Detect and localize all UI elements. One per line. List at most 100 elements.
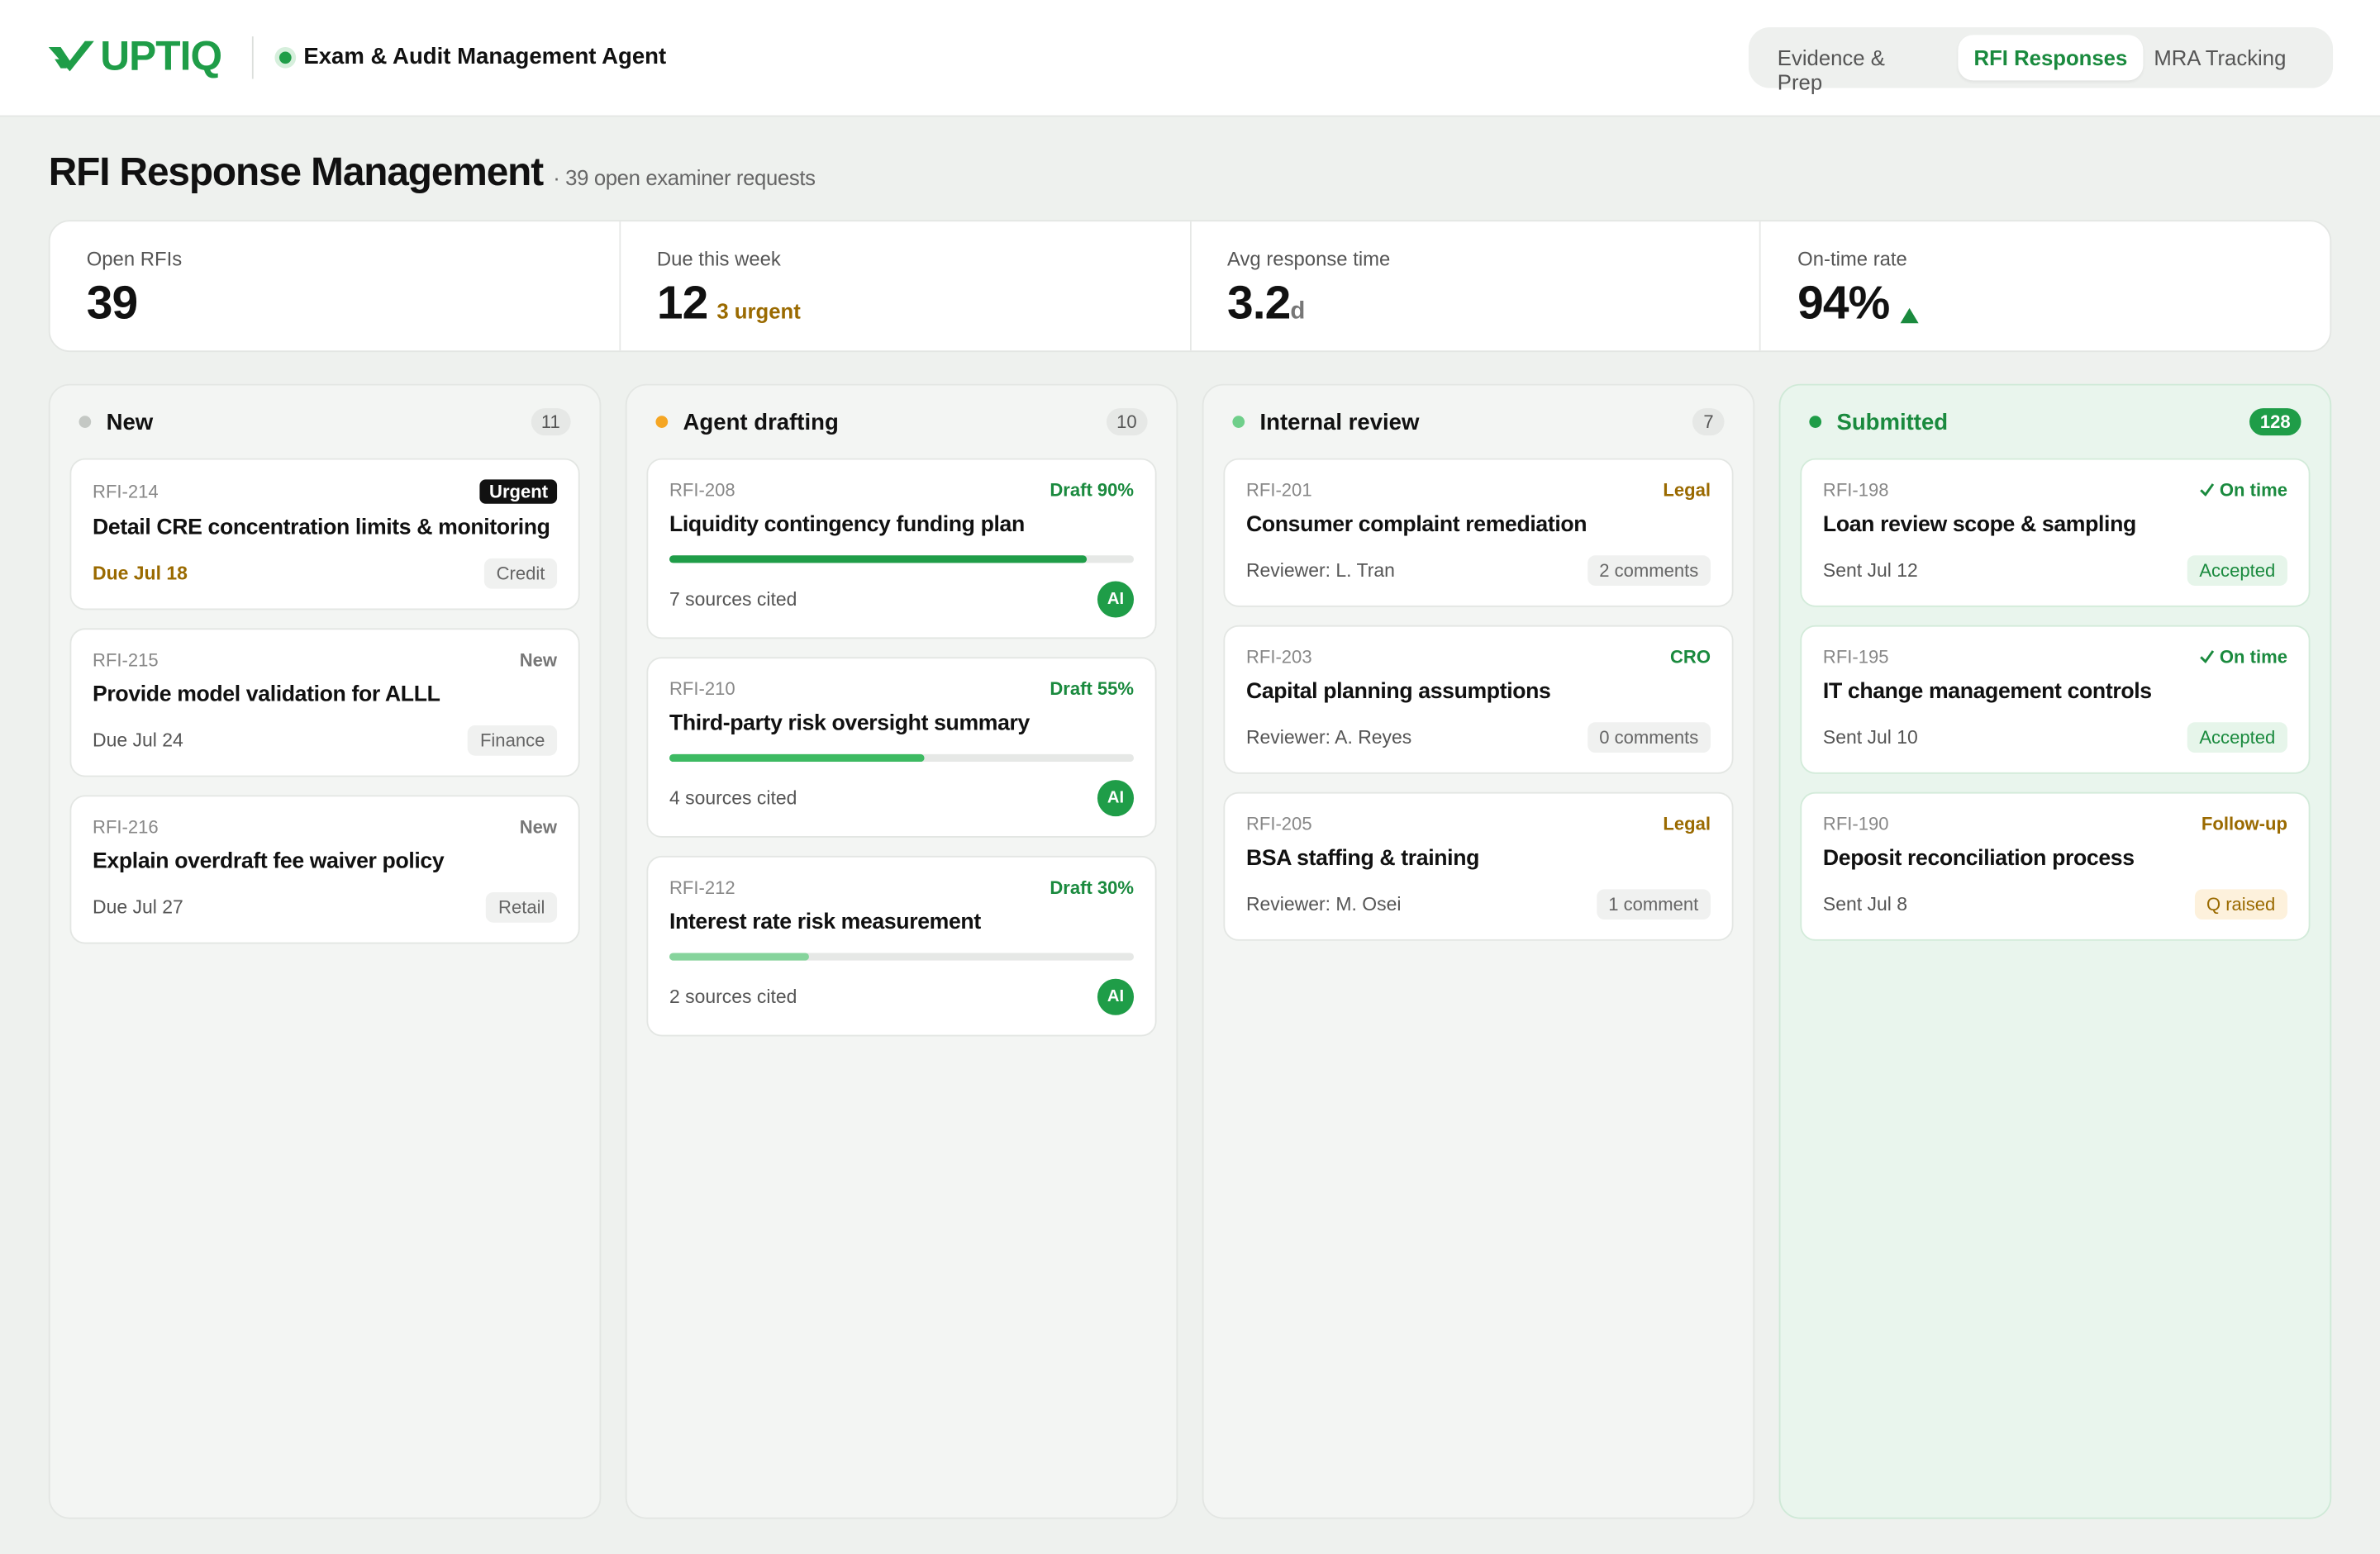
card-title: Provide model validation for ALLL [93,682,440,707]
card-tag: CRO [1670,646,1711,668]
rfi-card[interactable]: RFI-215 New Provide model validation for A… [69,628,580,777]
column-title: Submitted [1836,408,1949,435]
stat-card: On-time rate 94% [1759,221,2330,351]
card-meta: 4 sources cited [669,787,797,809]
stats: Open RFIs 39 Due this week 12 3 urgent Avg re… [48,220,2332,353]
rfi-id: RFI-201 [1245,479,1312,501]
rfi-card[interactable]: RFI-203 CRO Capital planning assumptions Re… [1223,625,1734,774]
column: Agent drafting 10 RFI-208 Draft 90% Liquidit… [625,383,1178,1519]
card-meta: Reviewer: A. Reyes [1245,726,1412,748]
agent: Exam & Audit Management Agent [278,44,667,70]
stat-label: On-time rate [1797,247,1907,270]
card-meta: Sent Jul 12 [1822,559,1918,582]
agent-name: Exam & Audit Management Agent [303,44,667,70]
card-badge: Accepted [2187,555,2287,586]
logo-icon [48,40,94,71]
card-title: Liquidity contingency funding plan [669,512,1025,538]
rfi-card[interactable]: RFI-201 Legal Consumer complaint remediati… [1223,458,1734,607]
tab[interactable]: MRA Tracking [2154,45,2287,70]
card-tag: Draft 90% [1050,479,1134,501]
rfi-card[interactable]: RFI-205 Legal BSA staffing & training Revie… [1223,791,1734,941]
card-bottom: Sent Jul 12 Accepted [1823,555,2287,586]
card-meta: Due Jul 18 [93,563,188,585]
rfi-card[interactable]: RFI-190 Follow-up Deposit reconciliation p… [1800,791,2311,941]
card-bottom: Due Jul 24 Finance [93,725,558,756]
tag-text: Legal [1663,813,1711,835]
card-title: Loan review scope & sampling [1822,512,2136,538]
card-tag: Legal [1663,813,1711,834]
column-dot [1232,416,1245,428]
logo-text: UPTIQ [100,33,222,79]
tag-text: Follow-up [2201,813,2287,835]
rfi-card[interactable]: RFI-198 On time Loan review scope & sampli… [1800,458,2311,607]
stat-label: Due this week [656,247,781,270]
progress-bar [669,753,926,763]
rfi-card[interactable]: RFI-212 Draft 30% Interest rate risk measu… [646,855,1157,1037]
card-top: RFI-201 Legal [1246,479,1711,501]
page-subtitle: · 39 open examiner requests [553,165,816,190]
rfi-card[interactable]: RFI-216 New Explain overdraft fee waiver p… [69,795,580,944]
card-tag: On time [2200,646,2287,668]
card-top: RFI-190 Follow-up [1823,813,2287,834]
card-tag: On time [2200,479,2287,501]
column-count: 7 [1692,408,1725,436]
stat-note: 3 urgent [716,298,801,324]
tag-text: On time [2219,646,2287,668]
tag-text: CRO [1670,646,1711,668]
card-top: RFI-205 Legal [1246,813,1711,834]
tag-text: On time [2219,479,2287,501]
rfi-card[interactable]: RFI-208 Draft 90% Liquidity contingency fu… [646,458,1157,639]
card-meta: Due Jul 27 [93,896,183,919]
card-badge: AI [1097,978,1135,1015]
page-title-row: RFI Response Management · 39 open examin… [49,149,816,196]
rfi-id: RFI-198 [1822,479,1889,501]
stat-value-row: 39 [87,276,583,330]
stat-value-row: 3.2 d [1227,276,1723,330]
column-count: 128 [2249,408,2301,436]
card-badge: Retail [486,891,558,923]
card-bottom: Sent Jul 8 Q raised [1823,889,2287,920]
stat-card: Open RFIs 39 [50,221,619,350]
card-top: RFI-203 CRO [1246,646,1711,668]
stat-value: 39 [86,276,138,330]
check-icon [2200,646,2220,668]
card-badge: 1 comment [1596,889,1711,920]
card-tag: Draft 55% [1050,678,1134,700]
card-bottom: Due Jul 18 Credit [93,558,558,589]
progress-bar [669,555,1088,563]
column-dot [1809,416,1822,428]
progress-track [669,753,1135,763]
column-dot [79,416,92,428]
tab[interactable]: RFI Responses [1958,35,2144,81]
card-tag: Follow-up [2202,813,2287,834]
tab[interactable]: Evidence & Prep [1777,45,1885,94]
column: Submitted 128 RFI-198 On time Loan review sc… [1778,383,2332,1519]
rfi-card[interactable]: RFI-210 Draft 55% Third-party risk oversig… [646,657,1157,838]
stat-label: Open RFIs [86,247,183,270]
rfi-card[interactable]: RFI-214 Urgent Detail CRE concentration li… [69,458,580,611]
progress-track [669,555,1135,563]
card-meta: Reviewer: M. Osei [1245,893,1402,915]
card-tag: Legal [1663,479,1711,501]
column-title: Agent drafting [683,408,839,435]
stat-value: 94% [1797,276,1890,330]
tag-text: Urgent [489,481,549,502]
tag-text: Draft 30% [1050,877,1135,899]
progress-track [669,953,1135,961]
tag-text: Draft 90% [1050,479,1135,501]
rfi-card[interactable]: RFI-195 On time IT change management contr… [1800,625,2311,774]
card-bottom: Reviewer: L. Tran 2 comments [1246,555,1711,586]
card-badge: Q raised [2194,889,2287,920]
card-title: BSA staffing & training [1245,846,1480,872]
column-header: Submitted 128 [1800,386,2310,459]
card-top: RFI-215 New [93,649,557,671]
card-bottom: Due Jul 27 Retail [93,891,558,923]
card-tag: Draft 30% [1050,877,1134,899]
card-badge: Finance [468,725,558,756]
separator [251,36,254,79]
card-badge: Credit [483,558,558,589]
card-meta: Reviewer: L. Tran [1245,559,1395,582]
tag-text: Legal [1663,479,1711,501]
